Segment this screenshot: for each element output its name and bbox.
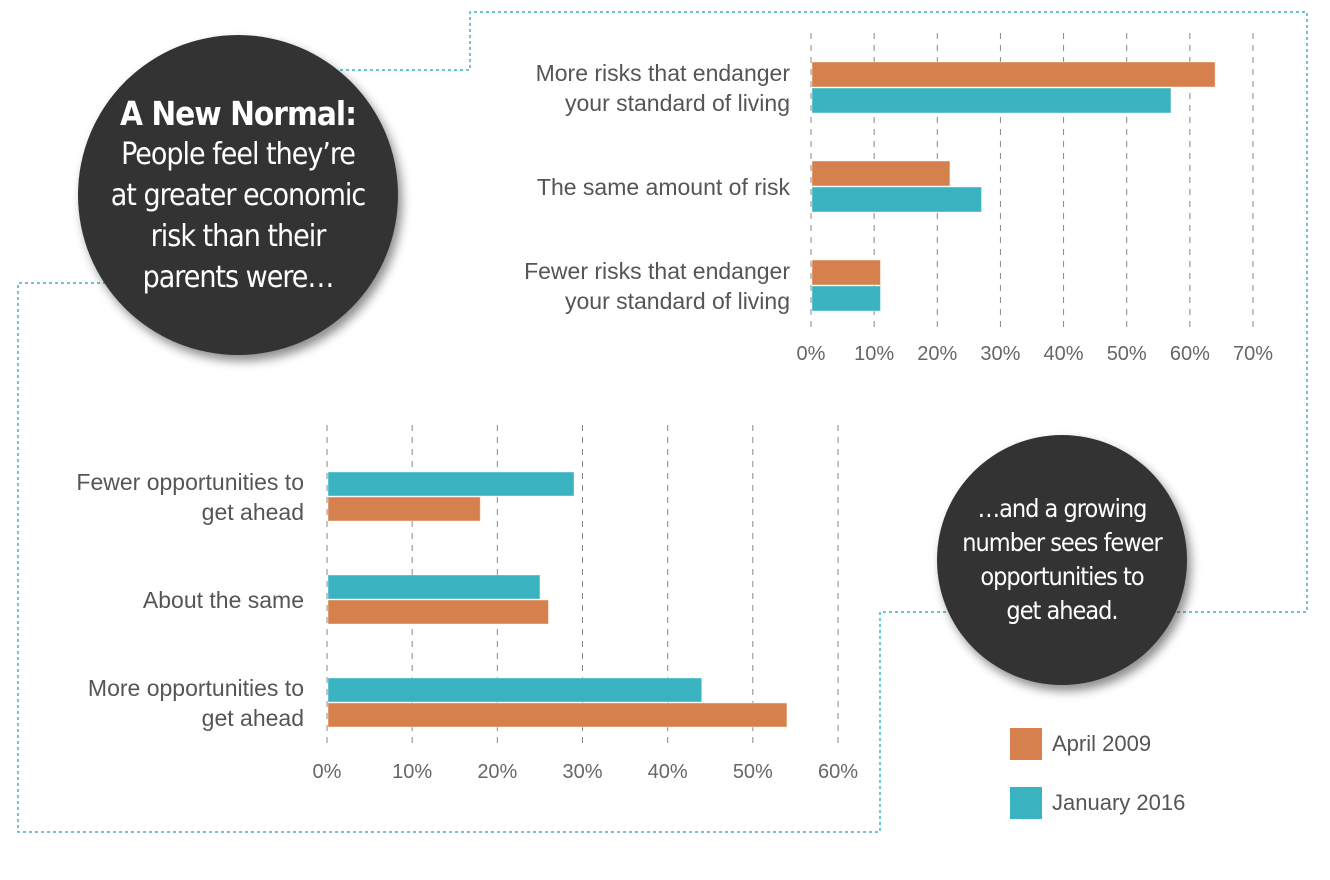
callout-line: …and a growing — [977, 494, 1148, 523]
bar-january-2016 — [811, 186, 982, 213]
bar-january-2016 — [811, 285, 881, 312]
tick-label: 40% — [648, 761, 688, 783]
callout-line: at greater economic — [110, 177, 366, 213]
tick-label: 30% — [562, 761, 602, 783]
callout-line: opportunities to — [980, 562, 1144, 591]
bar-april-2009 — [327, 496, 481, 522]
bar-january-2016 — [327, 471, 575, 497]
bar-april-2009 — [327, 599, 549, 625]
tick-label: 40% — [1044, 343, 1084, 365]
callout-line: risk than their — [150, 218, 327, 254]
bar-january-2016 — [811, 87, 1172, 114]
category-label: your standard of living — [565, 288, 790, 314]
tick-label: 50% — [733, 761, 773, 783]
tick-label: 10% — [854, 343, 894, 365]
legend-swatch — [1010, 787, 1042, 819]
tick-label: 30% — [980, 343, 1020, 365]
callout-line: People feel they’re — [121, 136, 356, 172]
callout-line: parents were… — [142, 259, 335, 295]
tick-label: 0% — [797, 343, 826, 365]
callout-heading: A New Normal: — [120, 93, 357, 133]
callout-growing-number: …and a growing number sees fewer opportu… — [937, 435, 1187, 685]
legend-swatch — [1010, 728, 1042, 760]
bar-april-2009 — [811, 61, 1216, 88]
category-label: Fewer opportunities to — [76, 469, 304, 495]
category-label: About the same — [143, 587, 304, 613]
tick-label: 60% — [1170, 343, 1210, 365]
bar-april-2009 — [327, 702, 788, 728]
category-label: get ahead — [202, 499, 304, 525]
tick-label: 50% — [1107, 343, 1147, 365]
tick-label: 60% — [818, 761, 858, 783]
callout-line: number sees fewer — [962, 528, 1162, 557]
tick-label: 20% — [477, 761, 517, 783]
legend-label: January 2016 — [1052, 790, 1186, 815]
callout-line: get ahead. — [1006, 596, 1118, 625]
tick-label: 70% — [1233, 343, 1273, 365]
legend-label: April 2009 — [1052, 731, 1152, 756]
category-label: More risks that endanger — [536, 60, 791, 86]
bar-april-2009 — [811, 160, 951, 187]
category-label: your standard of living — [565, 90, 790, 116]
bar-january-2016 — [327, 677, 703, 703]
tick-label: 20% — [917, 343, 957, 365]
callout-new-normal: A New Normal: People feel they’re at gre… — [78, 35, 398, 355]
bar-april-2009 — [811, 259, 881, 286]
legend-item-january-2016: January 2016 — [1010, 787, 1185, 819]
category-label: The same amount of risk — [537, 174, 791, 200]
tick-label: 10% — [392, 761, 432, 783]
bar-january-2016 — [327, 574, 541, 600]
legend-item-april-2009: April 2009 — [1010, 728, 1151, 760]
category-label: Fewer risks that endanger — [524, 258, 790, 284]
category-label: get ahead — [202, 705, 304, 731]
tick-label: 0% — [313, 761, 342, 783]
category-label: More opportunities to — [88, 675, 304, 701]
